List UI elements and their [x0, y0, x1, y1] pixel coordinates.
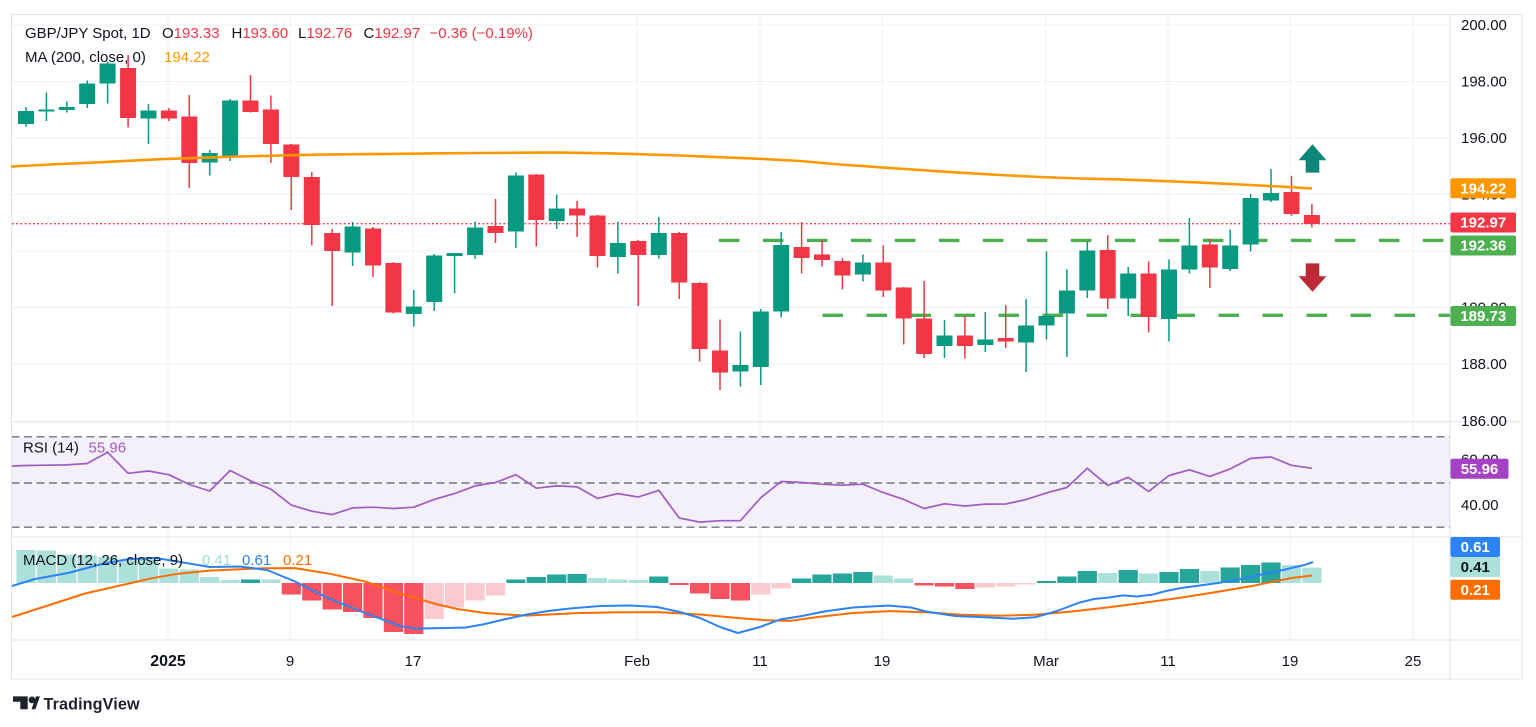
svg-text:MA (200, close, 0) 194.22: MA (200, close, 0) 194.22 [25, 49, 210, 66]
svg-text:GBP/JPY Spot, 1D: GBP/JPY Spot, 1D [25, 25, 151, 42]
svg-text:196.00: 196.00 [1461, 130, 1507, 147]
svg-text:O193.33: O193.33 [162, 25, 220, 42]
svg-text:Feb: Feb [624, 653, 650, 670]
svg-text:Mar: Mar [1033, 653, 1059, 670]
svg-text:MACD (12, 26, close, 9) 0.410.: MACD (12, 26, close, 9) 0.41 0.61 0.21 [23, 552, 312, 569]
svg-text:186.00: 186.00 [1461, 413, 1507, 430]
svg-text:189.73: 189.73 [1460, 308, 1506, 325]
svg-text:192.36: 192.36 [1460, 238, 1506, 255]
svg-text:25: 25 [1405, 653, 1422, 670]
svg-text:L192.76: L192.76 [298, 25, 352, 42]
svg-text:11: 11 [752, 653, 768, 670]
svg-text:9: 9 [286, 653, 294, 670]
svg-text:0.61: 0.61 [1461, 539, 1490, 556]
svg-text:40.00: 40.00 [1461, 497, 1499, 514]
svg-text:0.21: 0.21 [1461, 582, 1490, 599]
svg-text:19: 19 [1282, 653, 1299, 670]
svg-text:192.97: 192.97 [1460, 215, 1506, 232]
svg-text:TradingView: TradingView [44, 695, 140, 713]
svg-text:19: 19 [874, 653, 891, 670]
svg-text:188.00: 188.00 [1461, 356, 1507, 373]
svg-text:RSI (14) 55.96: RSI (14) 55.96 [23, 440, 126, 457]
svg-text:0.41: 0.41 [1461, 559, 1490, 576]
svg-text:2025: 2025 [150, 653, 186, 670]
svg-text:200.00: 200.00 [1461, 17, 1507, 34]
svg-text:−0.36 (−0.19%): −0.36 (−0.19%) [430, 25, 533, 42]
svg-text:11: 11 [1160, 653, 1176, 670]
svg-text:198.00: 198.00 [1461, 74, 1507, 91]
svg-text:H193.60: H193.60 [232, 25, 289, 42]
svg-text:55.96: 55.96 [1461, 461, 1499, 478]
svg-text:C192.97: C192.97 [364, 25, 421, 42]
svg-text:194.22: 194.22 [1460, 181, 1506, 198]
svg-text:17: 17 [405, 653, 422, 670]
